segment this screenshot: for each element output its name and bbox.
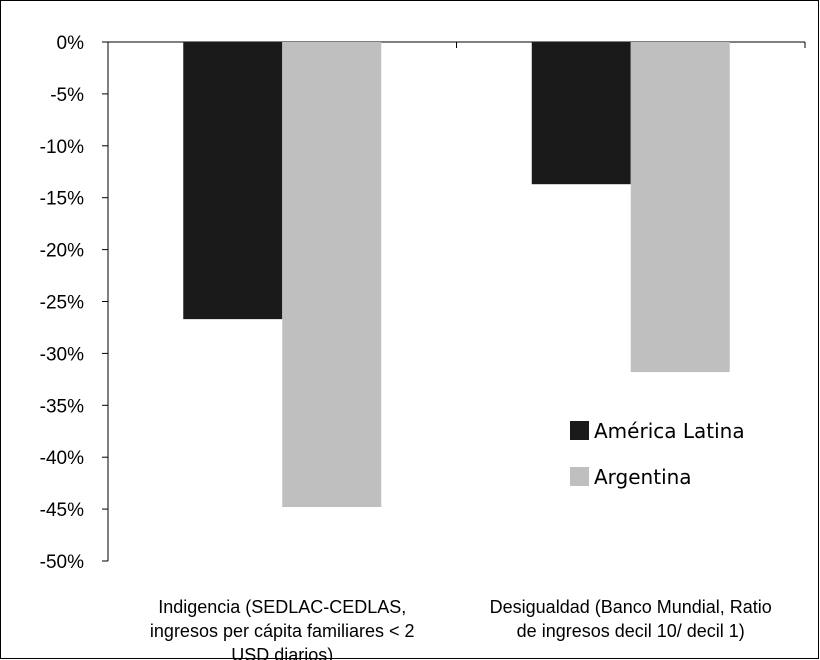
- bar: [183, 42, 283, 320]
- bar: [282, 42, 382, 508]
- legend-swatch: [570, 467, 589, 486]
- x-category-label-line: ingresos per cápita familiares < 2: [150, 621, 415, 641]
- legend-label: América Latina: [594, 419, 745, 443]
- y-tick-label: -35%: [40, 396, 84, 417]
- y-tick-label: -45%: [40, 500, 84, 521]
- x-category-label-line: USD diarios): [231, 645, 333, 660]
- y-tick-label: -50%: [40, 552, 84, 573]
- y-tick-label: -20%: [40, 241, 84, 262]
- y-tick-label: -40%: [40, 448, 84, 469]
- x-category-label-line: Desigualdad (Banco Mundial, Ratio: [490, 597, 772, 617]
- y-tick-label: -10%: [40, 137, 84, 158]
- x-category-label: Desigualdad (Banco Mundial, Ratio de ingr…: [490, 597, 772, 641]
- x-category-label-line: Indigencia (SEDLAC-CEDLAS,: [158, 597, 406, 617]
- y-tick-label: 0%: [57, 33, 85, 54]
- y-tick-label: -15%: [40, 189, 84, 210]
- y-tick-label: -5%: [50, 85, 84, 106]
- bar: [630, 42, 730, 373]
- legend-label: Argentina: [594, 465, 692, 489]
- x-category-label-line: de ingresos decil 10/ decil 1): [517, 621, 745, 641]
- x-category-label: Indigencia (SEDLAC-CEDLAS, ingresos per c…: [150, 597, 415, 660]
- legend-swatch: [570, 421, 589, 440]
- y-tick-label: -30%: [40, 344, 84, 365]
- bar: [531, 42, 631, 185]
- y-tick-label: -25%: [40, 293, 84, 314]
